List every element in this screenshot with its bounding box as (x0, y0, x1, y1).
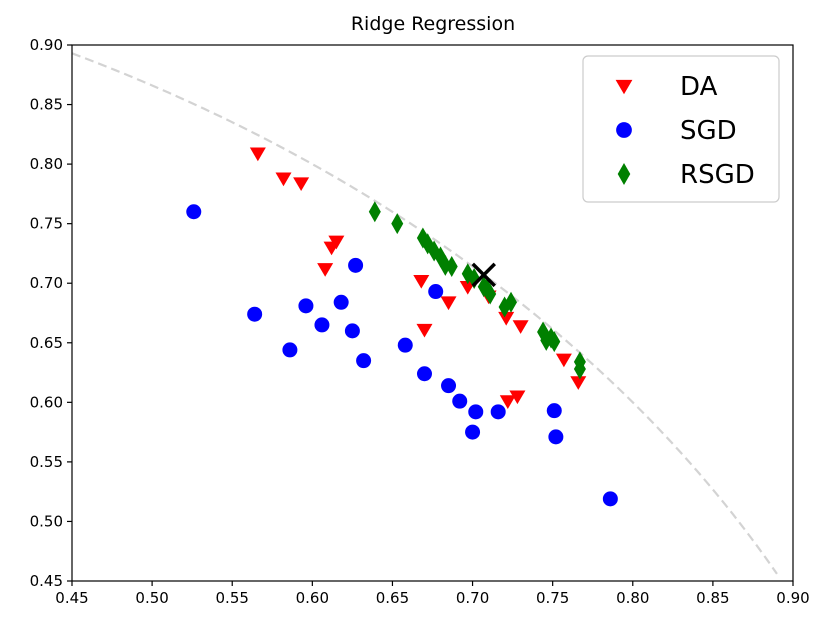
y-tick-label: 0.80 (30, 155, 63, 173)
y-tick-label: 0.50 (30, 512, 63, 530)
x-tick-label: 0.75 (536, 589, 569, 607)
axes: 0.45 0.50 0.55 0.60 0.65 0.70 0.75 0.80 0.85 0.90… (30, 36, 810, 607)
optimum-x-stroke (471, 262, 497, 288)
chart-title: Ridge Regression (351, 13, 515, 35)
rsgd-point (445, 256, 458, 278)
da-point (413, 274, 430, 289)
x-tick-label: 0.65 (376, 589, 409, 607)
optimum-x-marker (471, 262, 497, 288)
optimum-marker-layer (471, 262, 497, 288)
legend-label: DA (680, 72, 718, 102)
sgd-point (416, 366, 432, 382)
y-tick-label: 0.75 (30, 215, 63, 233)
sgd-point (490, 404, 506, 420)
y-tick-label: 0.85 (30, 96, 63, 114)
da-point (509, 390, 526, 405)
sgd-point (428, 284, 444, 300)
series-rsgd (368, 201, 586, 380)
sgd-point (468, 404, 484, 420)
legend: DA SGD RSGD (582, 55, 780, 203)
x-tick-label: 0.60 (296, 589, 329, 607)
da-point (570, 376, 587, 390)
legend-box (582, 55, 780, 203)
da-point (555, 353, 572, 368)
legend-label: SGD (680, 116, 737, 146)
sgd-point (348, 257, 364, 273)
legend-entry-da: DA (615, 72, 718, 102)
sgd-point (602, 491, 618, 507)
y-tick-label: 0.55 (30, 453, 63, 471)
da-point (323, 241, 340, 256)
legend-marker-rsgd (617, 162, 631, 186)
da-point (499, 395, 516, 409)
x-tick-label: 0.45 (55, 589, 88, 607)
sgd-point (452, 393, 468, 409)
x-tick-label: 0.90 (776, 589, 809, 607)
series-da (249, 147, 587, 409)
sgd-point (314, 317, 330, 333)
rsgd-point (573, 358, 586, 380)
sgd-point (546, 403, 562, 419)
rsgd-point (505, 291, 518, 313)
series-sgd (186, 204, 618, 507)
da-point (512, 320, 529, 334)
da-point (498, 311, 515, 326)
legend-entry-sgd: SGD (616, 116, 737, 146)
x-tick-label: 0.80 (616, 589, 649, 607)
sgd-point (298, 298, 314, 314)
da-point (249, 147, 266, 162)
legend-label: RSGD (680, 160, 755, 190)
sgd-point (282, 342, 298, 358)
sgd-point (548, 429, 564, 445)
rsgd-point (391, 213, 404, 235)
y-tick-label: 0.70 (30, 274, 63, 292)
legend-entry-rsgd: RSGD (617, 160, 755, 190)
sgd-point (465, 424, 481, 440)
sgd-point (356, 353, 372, 369)
legend-marker-da (615, 79, 633, 95)
sgd-point (186, 204, 202, 220)
x-tick-label: 0.50 (135, 589, 168, 607)
y-tick-label: 0.90 (30, 36, 63, 54)
sgd-point (247, 306, 263, 322)
sgd-point (344, 323, 360, 339)
rsgd-point (484, 283, 497, 305)
sgd-point (397, 337, 413, 353)
rsgd-point (548, 331, 561, 353)
x-tick-label: 0.55 (216, 589, 249, 607)
sgd-point (333, 294, 349, 310)
series-layer (186, 147, 618, 507)
legend-marker-sgd (616, 122, 632, 138)
plot-frame (71, 44, 794, 582)
da-point (416, 323, 433, 338)
y-tick-label: 0.60 (30, 393, 63, 411)
da-point (293, 177, 310, 191)
da-point (317, 263, 334, 277)
da-point (440, 296, 457, 311)
x-tick-label: 0.85 (696, 589, 729, 607)
y-tick-label: 0.45 (30, 572, 63, 590)
rsgd-point (368, 201, 381, 223)
sgd-point (441, 378, 457, 394)
x-tick-label: 0.70 (456, 589, 489, 607)
y-tick-label: 0.65 (30, 334, 63, 352)
da-point (275, 172, 292, 187)
